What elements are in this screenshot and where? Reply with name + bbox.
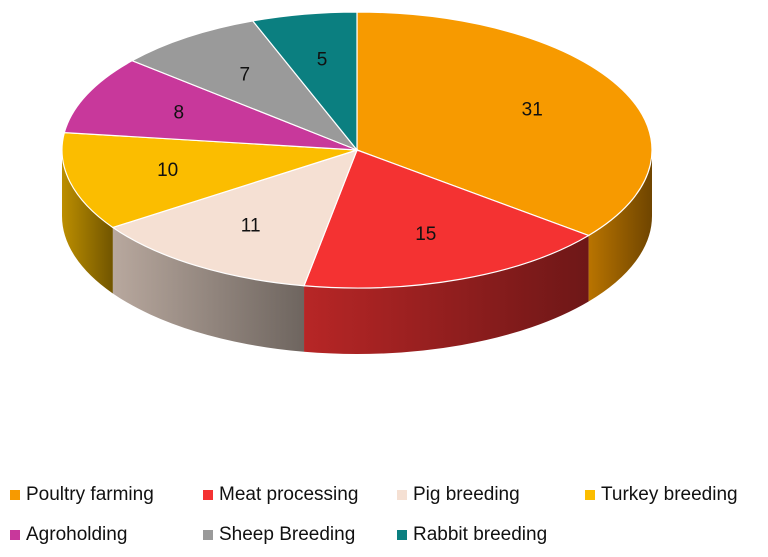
legend-item: Rabbit breeding xyxy=(397,524,585,546)
legend-item: Agroholding xyxy=(10,524,203,546)
legend-label: Sheep Breeding xyxy=(219,524,356,545)
data-label: 5 xyxy=(317,49,328,70)
slice xyxy=(130,20,359,152)
data-label: 15 xyxy=(415,224,436,245)
legend-item: Poultry farming xyxy=(10,484,203,506)
legend-item: Sheep Breeding xyxy=(203,524,397,546)
slice-tops xyxy=(61,11,653,289)
legend-swatch xyxy=(10,490,20,500)
legend-label: Meat processing xyxy=(219,484,359,505)
legend-swatch xyxy=(397,530,407,540)
legend-label: Rabbit breeding xyxy=(413,524,548,545)
data-label: 31 xyxy=(522,99,543,120)
data-labels: 31 15 11 10 8 7 5 xyxy=(157,49,543,245)
slice-side xyxy=(588,150,652,302)
legend-item: Pig breeding xyxy=(397,484,585,506)
data-label: 11 xyxy=(241,215,261,236)
slice xyxy=(303,149,590,289)
legend-label: Poultry farming xyxy=(26,484,154,505)
data-label: 7 xyxy=(240,65,251,86)
slice xyxy=(111,149,359,287)
slice xyxy=(63,59,358,151)
legend-swatch xyxy=(585,490,595,500)
slice xyxy=(356,11,653,237)
legend-swatch xyxy=(10,530,20,540)
data-label: 10 xyxy=(157,160,178,181)
legend-label: Agroholding xyxy=(26,524,128,545)
legend-item: Turkey breeding xyxy=(585,484,765,506)
data-label: 8 xyxy=(174,102,185,123)
legend-swatch xyxy=(397,490,407,500)
slice-side xyxy=(304,235,589,354)
slice-sides xyxy=(62,150,652,354)
legend: Poultry farming Meat processing Pig breedi… xyxy=(10,484,768,546)
pie-area: 31 15 11 10 8 7 5 xyxy=(61,11,653,354)
legend-label: Turkey breeding xyxy=(601,484,738,505)
slice-side xyxy=(62,150,113,294)
legend-item: Meat processing xyxy=(203,484,397,506)
slice-side xyxy=(112,227,305,352)
legend-swatch xyxy=(203,490,213,500)
legend-swatch xyxy=(203,530,213,540)
slice xyxy=(251,11,358,152)
legend-label: Pig breeding xyxy=(413,484,520,505)
slice xyxy=(61,131,358,229)
